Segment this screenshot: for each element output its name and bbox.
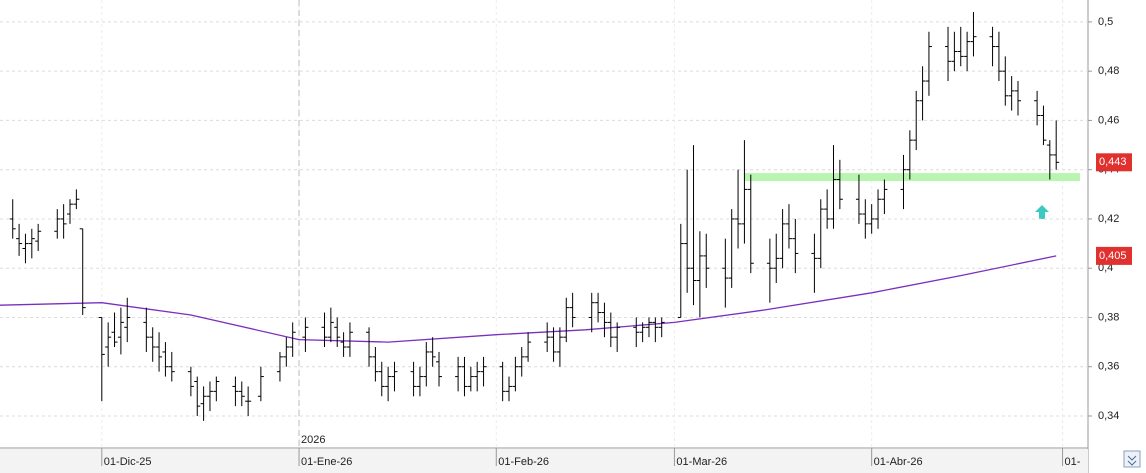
y-tick-label: 0,38 [1098, 311, 1119, 323]
y-tick-label: 0,42 [1098, 213, 1119, 225]
y-tick-label: 0,46 [1098, 114, 1119, 126]
price-label-box [1096, 246, 1132, 265]
price-label-box [1096, 153, 1132, 172]
y-tick-label: 0,34 [1098, 410, 1119, 422]
price-label: 0,405 [1099, 250, 1127, 262]
support-band [744, 173, 1080, 182]
x-tick-label: 01-Ene-26 [301, 456, 352, 468]
settings-button[interactable] [1123, 450, 1141, 468]
x-tick-label: 01-Abr-26 [874, 456, 923, 468]
signal-arrow [1035, 205, 1049, 219]
x-tick-label: 01-Dic-25 [104, 456, 152, 468]
moving-average [0, 255, 1057, 343]
settings-icon [1127, 455, 1137, 466]
x-axis-strip [0, 449, 1088, 473]
y-tick-label: 0,36 [1098, 361, 1119, 373]
x-tick-label: 01-Mar-26 [676, 456, 727, 468]
y-tick-label: 0,4 [1098, 262, 1113, 274]
x-tick-label: 01- [1065, 456, 1081, 468]
y-tick-label: 0,48 [1098, 65, 1119, 77]
price-label: 0,443 [1099, 156, 1127, 168]
year-label: 2026 [301, 434, 325, 446]
y-tick-label: 0,5 [1098, 16, 1113, 28]
x-tick-label: 01-Feb-26 [498, 456, 549, 468]
